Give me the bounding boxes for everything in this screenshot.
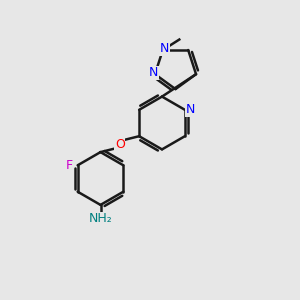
Text: NH₂: NH₂	[88, 212, 112, 226]
Text: N: N	[149, 66, 158, 79]
Text: F: F	[66, 159, 73, 172]
Text: N: N	[186, 103, 195, 116]
Text: N: N	[160, 42, 169, 55]
Text: O: O	[115, 138, 125, 151]
